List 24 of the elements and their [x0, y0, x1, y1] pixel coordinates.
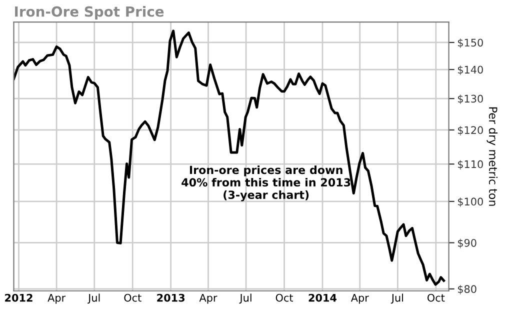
x-tick-label: Apr — [350, 294, 369, 304]
x-tick-label: Jul — [88, 294, 100, 304]
line-series — [14, 30, 446, 286]
y2-tick-label: $80 — [458, 284, 476, 294]
x-tick-label: Oct — [428, 294, 445, 302]
x-tick-label: 2014 — [308, 294, 337, 302]
chart-title: Iron-Ore Spot Price — [15, 6, 164, 20]
x-tick-label: 2013 — [157, 294, 184, 302]
x-tick-label: Jul — [239, 294, 252, 304]
y2-tick-label: $130 — [458, 94, 483, 104]
x-tick-label: Jul — [390, 294, 403, 304]
y2-tick-label: $150 — [458, 38, 483, 48]
y2-tick-label: $120 — [458, 126, 483, 136]
x-tick-label: Oct — [276, 294, 294, 302]
x-tick-label: Oct — [124, 294, 142, 302]
x-tick-label: Apr — [48, 294, 66, 304]
annotation: Iron-ore prices are down 40% from this time in 2013 (3-year chart) — [182, 166, 350, 202]
x-tick-label: Apr — [199, 294, 218, 304]
x-tick-label: 2012 — [5, 294, 32, 302]
y2-tick-label: $110 — [458, 160, 483, 170]
y2-tick-label: $100 — [458, 197, 483, 207]
y2-axis-title: Per dry metric ton — [486, 107, 498, 206]
y2-tick-label: $90 — [458, 238, 476, 248]
y2-tick-label: $140 — [458, 66, 483, 76]
